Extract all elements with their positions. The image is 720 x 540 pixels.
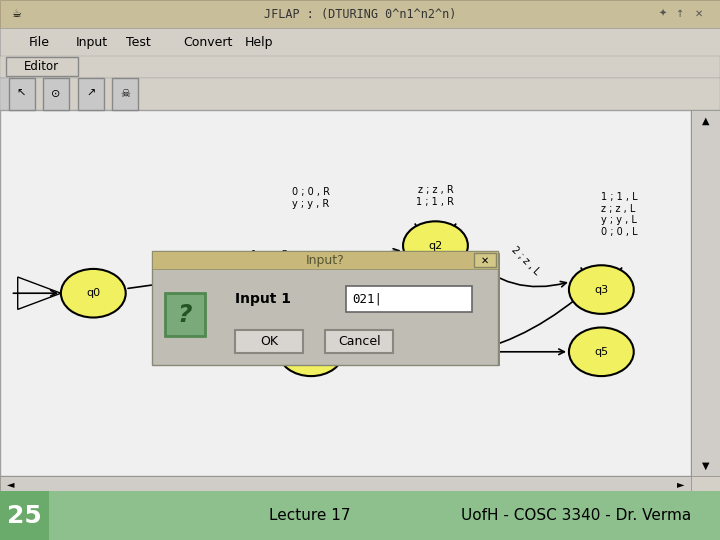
Bar [0, 78, 14, 110]
Text: Test: Test [126, 36, 150, 49]
Text: ↖: ↖ [17, 89, 27, 99]
Text: Input?: Input? [305, 254, 344, 267]
Bar [152, 251, 498, 364]
Text: ↗: ↗ [86, 89, 96, 99]
Bar [165, 293, 204, 336]
Text: Input: Input [76, 36, 108, 49]
FancyBboxPatch shape [112, 78, 138, 110]
FancyBboxPatch shape [6, 57, 78, 76]
Text: 1 ; 1 , L
z ; z , L
y ; y , L
0 ; 0 , L: 1 ; 1 , L z ; z , L y ; y , L 0 ; 0 , L [601, 192, 638, 237]
Text: Input 1: Input 1 [235, 292, 291, 306]
Text: q4: q4 [304, 347, 318, 357]
Text: q3: q3 [594, 285, 608, 294]
Text: ☠: ☠ [120, 89, 130, 99]
Text: Cancel: Cancel [338, 335, 380, 348]
Circle shape [403, 221, 468, 270]
Bar [0, 491, 49, 540]
Text: ►: ► [677, 479, 684, 489]
Bar [0, 0, 720, 28]
Text: ☕: ☕ [11, 9, 21, 19]
Text: ↑: ↑ [676, 9, 685, 19]
Bar [0, 110, 691, 476]
Text: 2 ; z , L: 2 ; z , L [509, 244, 541, 276]
Text: ◄: ◄ [7, 479, 14, 489]
FancyBboxPatch shape [325, 330, 393, 353]
Text: Lecture 17: Lecture 17 [269, 508, 351, 523]
Bar [0, 56, 720, 78]
Bar [0, 476, 691, 491]
Text: UofH - COSC 3340 - Dr. Verma: UofH - COSC 3340 - Dr. Verma [461, 508, 691, 523]
Bar [474, 253, 495, 267]
Text: File: File [29, 36, 50, 49]
Text: q5: q5 [594, 347, 608, 357]
Text: 25: 25 [7, 504, 42, 528]
Bar [691, 110, 720, 476]
Circle shape [61, 269, 126, 318]
Circle shape [279, 327, 343, 376]
FancyBboxPatch shape [78, 78, 104, 110]
FancyBboxPatch shape [235, 330, 303, 353]
Bar [0, 78, 720, 110]
Text: Editor: Editor [24, 60, 59, 73]
Text: ⊙: ⊙ [51, 89, 61, 99]
Text: ?: ? [178, 302, 192, 327]
Text: z ; z , R
1 ; 1 , R: z ; z , R 1 ; 1 , R [416, 185, 454, 207]
Text: ✕: ✕ [481, 255, 489, 265]
Text: ▲: ▲ [702, 116, 709, 126]
Text: □ ; □ , L: □ ; □ , L [433, 341, 479, 352]
Bar [346, 286, 472, 312]
Circle shape [569, 265, 634, 314]
Bar [0, 28, 720, 56]
Bar [152, 251, 498, 269]
Circle shape [569, 327, 634, 376]
Text: 1 ; y , R: 1 ; y , R [251, 250, 289, 260]
Text: ✦: ✦ [658, 9, 667, 19]
Text: 021|: 021| [352, 293, 382, 306]
Bar [0, 491, 720, 540]
FancyBboxPatch shape [9, 78, 35, 110]
Text: q2: q2 [428, 241, 443, 251]
Text: Convert: Convert [184, 36, 233, 49]
Text: ▼: ▼ [702, 461, 709, 470]
Text: OK: OK [260, 335, 278, 348]
Text: JFLAP : (DTURING 0^n1^n2^n): JFLAP : (DTURING 0^n1^n2^n) [264, 8, 456, 21]
Text: q0: q0 [86, 288, 100, 298]
Text: 0 ; 0 , R
y ; y , R: 0 ; 0 , R y ; y , R [292, 187, 330, 209]
Polygon shape [18, 277, 61, 309]
Text: ✕: ✕ [694, 9, 703, 19]
Bar [154, 253, 500, 366]
Text: Help: Help [245, 36, 274, 49]
FancyBboxPatch shape [43, 78, 69, 110]
